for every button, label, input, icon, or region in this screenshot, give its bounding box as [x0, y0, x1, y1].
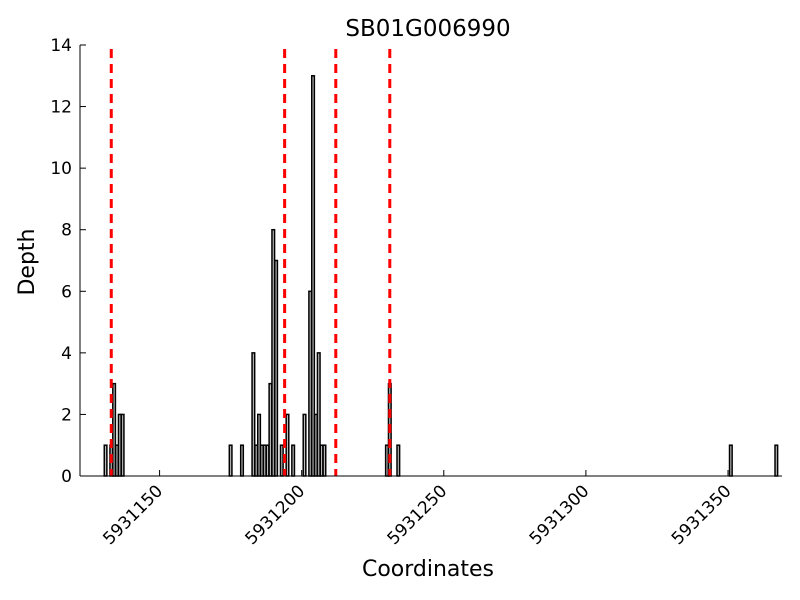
y-tick-label: 12	[50, 98, 72, 118]
bars-group	[103, 75, 779, 477]
axes-group	[79, 45, 782, 477]
x-axis-label: Coordinates	[362, 557, 494, 582]
depth-bar	[322, 444, 327, 477]
depth-bar	[274, 259, 279, 477]
depth-bar	[291, 444, 296, 477]
depth-bar	[302, 413, 307, 477]
y-axis-label: Depth	[15, 228, 40, 295]
depth-bar	[228, 444, 233, 477]
x-tick-label: 5931350	[668, 481, 736, 549]
y-tick-label: 0	[61, 467, 72, 487]
y-ticks-group: 0 2 4 6 8 10 12 14	[50, 36, 86, 487]
depth-bar	[239, 444, 245, 477]
x-ticks-group: 5931150 5931200 5931250 5931300 5931350	[99, 470, 736, 549]
depth-bar	[396, 444, 401, 477]
depth-bar	[103, 444, 108, 477]
depth-bar	[774, 444, 779, 477]
y-tick-label: 6	[61, 282, 72, 302]
depth-bar	[279, 444, 284, 477]
depth-bar	[285, 413, 290, 477]
y-tick-label: 4	[61, 344, 72, 364]
depth-bar	[728, 444, 733, 477]
chart-title: SB01G006990	[345, 16, 510, 42]
depth-bar	[120, 413, 125, 477]
y-tick-label: 10	[50, 159, 72, 179]
y-tick-label: 8	[61, 221, 72, 241]
y-tick-label: 2	[61, 405, 72, 425]
markers-group	[109, 49, 392, 476]
x-tick-label: 5931250	[384, 481, 452, 549]
x-tick-label: 5931200	[242, 481, 310, 549]
y-tick-label: 14	[50, 36, 72, 56]
x-tick-label: 5931300	[526, 481, 594, 549]
x-tick-label: 5931150	[99, 481, 167, 549]
